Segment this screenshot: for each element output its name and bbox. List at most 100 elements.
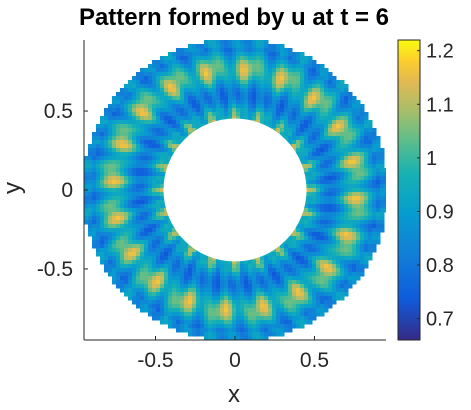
heatmap-cell bbox=[344, 256, 349, 261]
heatmap-cell bbox=[284, 84, 289, 89]
heatmap-cell bbox=[220, 116, 225, 121]
heatmap-cell bbox=[296, 272, 301, 277]
heatmap-cell bbox=[320, 300, 325, 305]
heatmap-cell bbox=[144, 128, 149, 133]
heatmap-cell bbox=[348, 152, 353, 157]
heatmap-cell bbox=[304, 120, 309, 125]
heatmap-cell bbox=[108, 160, 113, 165]
heatmap-cell bbox=[368, 148, 373, 153]
heatmap-cell bbox=[240, 296, 245, 301]
heatmap-cell bbox=[192, 116, 197, 121]
heatmap-cell bbox=[148, 296, 153, 301]
heatmap-cell bbox=[272, 296, 277, 301]
heatmap-cell bbox=[220, 60, 225, 65]
heatmap-cell bbox=[128, 204, 133, 209]
heatmap-cell bbox=[264, 324, 269, 329]
heatmap-cell bbox=[284, 256, 289, 261]
heatmap-cell bbox=[208, 68, 213, 73]
heatmap-cell bbox=[352, 136, 357, 141]
heatmap-cell bbox=[344, 108, 349, 113]
heatmap-cell bbox=[204, 296, 209, 301]
heatmap-cell bbox=[292, 316, 297, 321]
heatmap-cell bbox=[216, 80, 221, 85]
heatmap-cell bbox=[244, 56, 249, 61]
heatmap-cell bbox=[296, 268, 301, 273]
heatmap-cell bbox=[112, 112, 117, 117]
heatmap-cell bbox=[200, 296, 205, 301]
heatmap-cell bbox=[160, 136, 165, 141]
heatmap-cell bbox=[164, 244, 169, 249]
heatmap-cell bbox=[92, 228, 97, 233]
heatmap-cell bbox=[280, 112, 285, 117]
heatmap-cell bbox=[244, 320, 249, 325]
heatmap-cell bbox=[348, 172, 353, 177]
heatmap-cell bbox=[264, 284, 269, 289]
heatmap-cell bbox=[140, 296, 145, 301]
heatmap-cell bbox=[256, 316, 261, 321]
heatmap-cell bbox=[320, 252, 325, 257]
heatmap-cell bbox=[312, 128, 317, 133]
heatmap-cell bbox=[316, 284, 321, 289]
heatmap-cell bbox=[220, 312, 225, 317]
heatmap-cell bbox=[204, 320, 209, 325]
heatmap-cell bbox=[288, 68, 293, 73]
heatmap-cell bbox=[316, 272, 321, 277]
heatmap-cell bbox=[92, 164, 97, 169]
heatmap-cell bbox=[188, 260, 193, 265]
heatmap-cell bbox=[276, 96, 281, 101]
heatmap-cell bbox=[116, 232, 121, 237]
heatmap-cell bbox=[380, 188, 385, 193]
heatmap-cell bbox=[268, 268, 273, 273]
heatmap-cell bbox=[124, 264, 129, 269]
heatmap-cell bbox=[324, 252, 329, 257]
heatmap-cell bbox=[96, 232, 101, 237]
heatmap-cell bbox=[140, 200, 145, 205]
heatmap-cell bbox=[236, 112, 241, 117]
heatmap-cell bbox=[172, 72, 177, 77]
heatmap-cell bbox=[212, 52, 217, 57]
heatmap-cell bbox=[128, 120, 133, 125]
heatmap-cell bbox=[168, 292, 173, 297]
heatmap-cell bbox=[308, 308, 313, 313]
heatmap-cell bbox=[208, 44, 213, 49]
heatmap-cell bbox=[312, 280, 317, 285]
heatmap-cell bbox=[312, 248, 317, 253]
heatmap-cell bbox=[224, 72, 229, 77]
heatmap-cell bbox=[168, 220, 173, 225]
heatmap-cell bbox=[328, 280, 333, 285]
heatmap-cell bbox=[112, 224, 117, 229]
heatmap-cell bbox=[352, 248, 357, 253]
heatmap-cell bbox=[212, 72, 217, 77]
heatmap-cell bbox=[340, 136, 345, 141]
heatmap-cell bbox=[356, 276, 361, 281]
heatmap-cell bbox=[260, 52, 265, 57]
heatmap-cell bbox=[324, 196, 329, 201]
heatmap-cell bbox=[128, 148, 133, 153]
heatmap-cell bbox=[104, 172, 109, 177]
heatmap-cell bbox=[148, 304, 153, 309]
heatmap-cell bbox=[324, 128, 329, 133]
heatmap-cell bbox=[236, 320, 241, 325]
heatmap-cell bbox=[212, 276, 217, 281]
heatmap-cell bbox=[140, 292, 145, 297]
heatmap-cell bbox=[180, 276, 185, 281]
heatmap-cell bbox=[168, 108, 173, 113]
heatmap-cell bbox=[228, 56, 233, 61]
heatmap-cell bbox=[228, 48, 233, 53]
heatmap-cell bbox=[276, 300, 281, 305]
heatmap-cell bbox=[260, 268, 265, 273]
heatmap-cell bbox=[268, 72, 273, 77]
heatmap-cell bbox=[304, 280, 309, 285]
heatmap-cell bbox=[140, 208, 145, 213]
heatmap-cell bbox=[168, 128, 173, 133]
heatmap-cell bbox=[164, 252, 169, 257]
heatmap-cell bbox=[316, 124, 321, 129]
heatmap-cell bbox=[156, 200, 161, 205]
heatmap-cell bbox=[284, 248, 289, 253]
heatmap-cell bbox=[248, 52, 253, 57]
heatmap-cell bbox=[364, 200, 369, 205]
heatmap-cell bbox=[176, 268, 181, 273]
heatmap-cell bbox=[328, 292, 333, 297]
heatmap-cell bbox=[344, 92, 349, 97]
heatmap-cell bbox=[228, 268, 233, 273]
